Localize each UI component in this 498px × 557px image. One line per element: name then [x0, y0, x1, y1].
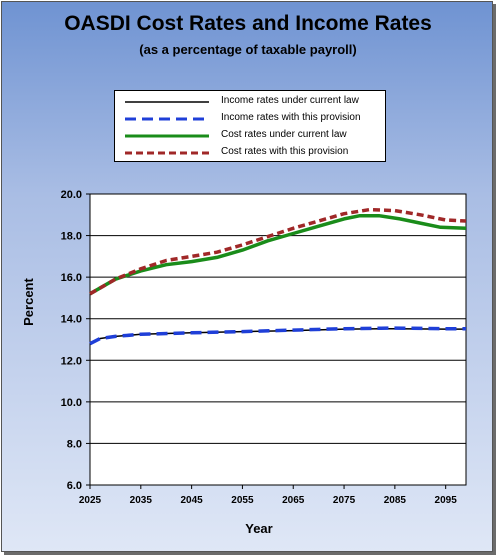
legend-swatch-cost-current [125, 134, 209, 138]
y-tick-label: 12.0 [61, 355, 82, 367]
x-tick-label: 2035 [130, 495, 153, 506]
series-cost-provision-line [89, 207, 467, 296]
y-tick-label: 20.0 [61, 189, 82, 201]
legend-swatch-cost-provision [125, 151, 209, 155]
legend-item-income-provision: Income rates with this provision [123, 111, 381, 127]
y-tick-label: 18.0 [61, 231, 82, 243]
series-income-provision-line [89, 326, 466, 346]
y-tick-label: 8.0 [67, 438, 82, 450]
legend-label-income-current: Income rates under current law [221, 95, 359, 106]
legend-item-cost-current: Cost rates under current law [123, 128, 381, 144]
x-tick-label: 2095 [435, 495, 458, 506]
plot-background [89, 193, 467, 486]
x-axis-label: Year [245, 521, 272, 536]
legend-swatch-income-provision [125, 117, 209, 121]
x-tick-label: 2045 [180, 495, 203, 506]
legend-label-cost-provision: Cost rates with this provision [221, 146, 349, 157]
legend-item-income-current: Income rates under current law [123, 94, 381, 110]
y-tick-label: 16.0 [61, 272, 82, 284]
legend-item-cost-provision: Cost rates with this provision [123, 145, 381, 161]
x-tick-label: 2055 [231, 495, 254, 506]
legend-swatch-income-current [125, 101, 209, 103]
y-tick-label: 6.0 [67, 480, 82, 492]
legend-label-income-provision: Income rates with this provision [221, 112, 361, 123]
chart-legend: Income rates under current law Income ra… [114, 90, 386, 162]
chart-subtitle: (as a percentage of taxable payroll) [139, 42, 357, 57]
plot-area-svg: 6.0 8.0 10.0 12.0 14.0 16.0 18.0 20.0 2025 2035 2… [21, 189, 467, 536]
series-cost-current-line [89, 214, 467, 296]
x-tick-label: 2025 [79, 495, 102, 506]
y-axis-label: Percent [21, 277, 36, 325]
chart-frame: OASDI Cost Rates and Income Rates (as a … [1, 1, 493, 552]
y-tick-label: 14.0 [61, 314, 82, 326]
x-tick-label: 2075 [333, 495, 356, 506]
chart-title: OASDI Cost Rates and Income Rates [64, 12, 432, 35]
legend-label-cost-current: Cost rates under current law [221, 129, 347, 140]
x-tick-label: 2065 [282, 495, 305, 506]
y-tick-label: 10.0 [61, 397, 82, 409]
x-tick-label: 2085 [384, 495, 407, 506]
